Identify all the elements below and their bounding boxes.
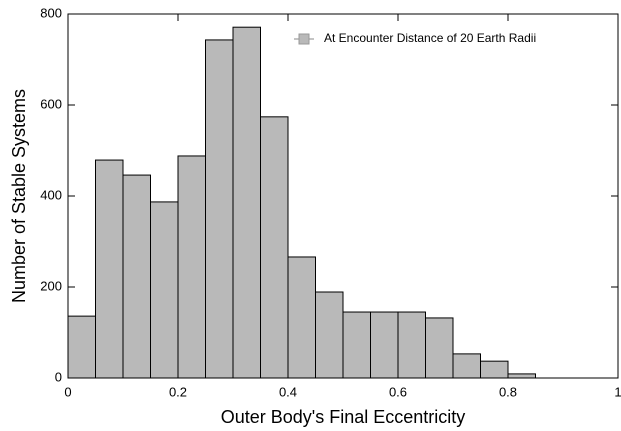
bar (260, 116, 289, 379)
bar (397, 311, 426, 379)
bar (342, 311, 371, 379)
bar (122, 174, 151, 379)
bar (425, 317, 454, 379)
legend-label: At Encounter Distance of 20 Earth Radii (324, 31, 536, 45)
bar (480, 360, 509, 379)
x-tick-label: 0.2 (169, 384, 187, 399)
x-tick-label: 1 (614, 384, 621, 399)
bar (452, 353, 481, 379)
x-tick-label: 0.8 (499, 384, 517, 399)
y-tick-label: 600 (40, 96, 62, 111)
y-tick-label: 200 (40, 278, 62, 293)
x-tick-label: 0.4 (279, 384, 297, 399)
bar (67, 315, 96, 379)
bar (507, 373, 536, 379)
x-tick-label: 0 (64, 384, 71, 399)
bar (95, 159, 124, 379)
y-tick-label: 0 (55, 369, 62, 384)
bar (315, 291, 344, 379)
bar (177, 155, 206, 379)
y-tick-label: 800 (40, 5, 62, 20)
bar (287, 256, 316, 379)
y-tick-label: 400 (40, 187, 62, 202)
bar (150, 201, 179, 379)
bar (232, 26, 261, 379)
legend-swatch (298, 33, 310, 45)
x-tick-label: 0.6 (389, 384, 407, 399)
y-axis-title: Number of Stable Systems (9, 89, 29, 303)
bar (205, 39, 234, 379)
x-axis-title: Outer Body's Final Eccentricity (221, 407, 466, 427)
bar (370, 311, 399, 379)
